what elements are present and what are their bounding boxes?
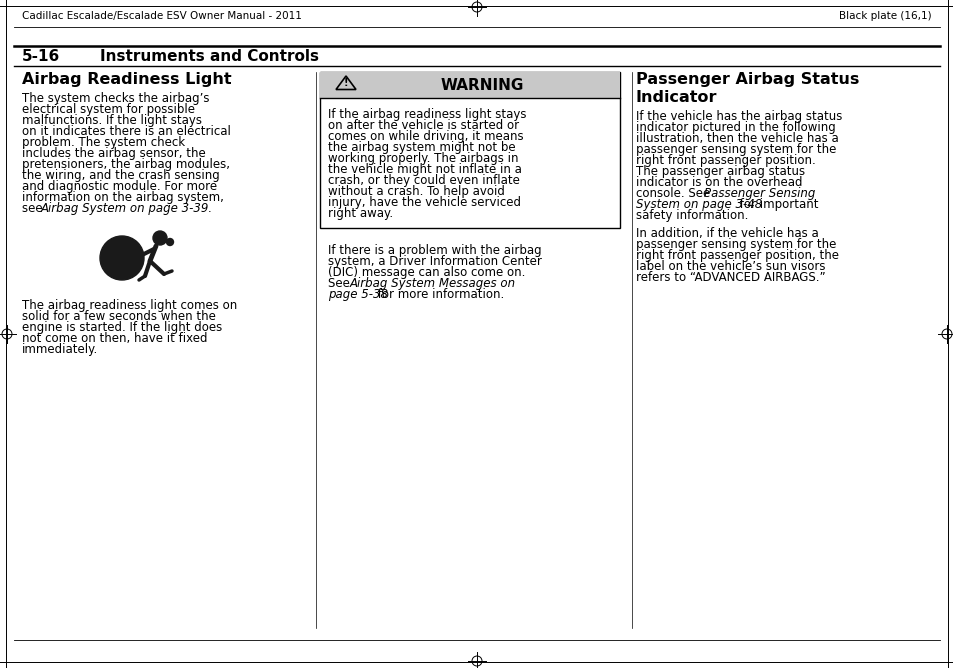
Bar (319, 72, 619, 98)
Text: If the airbag readiness light stays: If the airbag readiness light stays (328, 108, 526, 121)
Text: malfunctions. If the light stays: malfunctions. If the light stays (22, 114, 202, 127)
Text: working properly. The airbags in: working properly. The airbags in (328, 152, 518, 165)
Text: Airbag System on page 3-39.: Airbag System on page 3-39. (41, 202, 213, 215)
Text: System on page 3-48: System on page 3-48 (636, 198, 761, 211)
Text: immediately.: immediately. (22, 343, 98, 356)
Text: right front passenger position.: right front passenger position. (636, 154, 815, 167)
Text: The airbag readiness light comes on: The airbag readiness light comes on (22, 299, 237, 312)
Text: Passenger Sensing: Passenger Sensing (703, 187, 815, 200)
Text: the wiring, and the crash sensing: the wiring, and the crash sensing (22, 169, 219, 182)
Text: on it indicates there is an electrical: on it indicates there is an electrical (22, 125, 231, 138)
Circle shape (167, 238, 173, 246)
Text: comes on while driving, it means: comes on while driving, it means (328, 130, 523, 143)
Text: for important: for important (735, 198, 818, 211)
Bar (319, 72, 619, 228)
Text: engine is started. If the light does: engine is started. If the light does (22, 321, 222, 334)
Text: Passenger Airbag Status: Passenger Airbag Status (636, 72, 859, 87)
Text: crash, or they could even inflate: crash, or they could even inflate (328, 174, 519, 187)
Text: illustration, then the vehicle has a: illustration, then the vehicle has a (636, 132, 838, 145)
Text: pretensioners, the airbag modules,: pretensioners, the airbag modules, (22, 158, 230, 171)
Text: WARNING: WARNING (440, 77, 523, 92)
Text: 5-16: 5-16 (22, 49, 60, 64)
Text: Instruments and Controls: Instruments and Controls (100, 49, 318, 64)
Text: refers to “ADVANCED AIRBAGS.”: refers to “ADVANCED AIRBAGS.” (636, 271, 824, 284)
Text: solid for a few seconds when the: solid for a few seconds when the (22, 310, 215, 323)
Text: and diagnostic module. For more: and diagnostic module. For more (22, 180, 217, 193)
Text: In addition, if the vehicle has a: In addition, if the vehicle has a (636, 226, 818, 240)
Text: the vehicle might not inflate in a: the vehicle might not inflate in a (328, 163, 521, 176)
Text: right front passenger position, the: right front passenger position, the (636, 248, 838, 262)
Text: Black plate (16,1): Black plate (16,1) (839, 11, 931, 21)
Text: information on the airbag system,: information on the airbag system, (22, 191, 224, 204)
Text: not come on then, have it fixed: not come on then, have it fixed (22, 332, 208, 345)
Text: !: ! (343, 77, 348, 88)
Text: without a crash. To help avoid: without a crash. To help avoid (328, 185, 504, 198)
Text: Indicator: Indicator (636, 90, 717, 105)
Text: safety information.: safety information. (636, 209, 747, 222)
Text: See: See (328, 277, 354, 290)
Text: indicator pictured in the following: indicator pictured in the following (636, 121, 835, 134)
Text: the airbag system might not be: the airbag system might not be (328, 141, 515, 154)
Text: If there is a problem with the airbag: If there is a problem with the airbag (328, 244, 541, 257)
Circle shape (152, 231, 167, 245)
Text: The passenger airbag status: The passenger airbag status (636, 165, 804, 178)
Text: Airbag Readiness Light: Airbag Readiness Light (22, 72, 232, 87)
Text: page 5-38: page 5-38 (328, 288, 388, 301)
Text: The system checks the airbag’s: The system checks the airbag’s (22, 92, 210, 105)
Text: problem. The system check: problem. The system check (22, 136, 185, 149)
Text: system, a Driver Information Center: system, a Driver Information Center (328, 255, 541, 268)
Text: console. See: console. See (636, 187, 713, 200)
Text: (DIC) message can also come on.: (DIC) message can also come on. (328, 266, 525, 279)
Text: indicator is on the overhead: indicator is on the overhead (636, 176, 801, 189)
Text: passenger sensing system for the: passenger sensing system for the (636, 143, 836, 156)
Text: injury, have the vehicle serviced: injury, have the vehicle serviced (328, 196, 520, 209)
Text: label on the vehicle’s sun visors: label on the vehicle’s sun visors (636, 260, 824, 273)
Text: see: see (22, 202, 47, 215)
Text: Cadillac Escalade/Escalade ESV Owner Manual - 2011: Cadillac Escalade/Escalade ESV Owner Man… (22, 11, 301, 21)
Text: If the vehicle has the airbag status: If the vehicle has the airbag status (636, 110, 841, 123)
Circle shape (100, 236, 144, 280)
Text: includes the airbag sensor, the: includes the airbag sensor, the (22, 147, 206, 160)
Text: electrical system for possible: electrical system for possible (22, 103, 194, 116)
Text: for more information.: for more information. (374, 288, 504, 301)
Text: passenger sensing system for the: passenger sensing system for the (636, 238, 836, 250)
Text: Airbag System Messages on: Airbag System Messages on (350, 277, 516, 290)
Text: on after the vehicle is started or: on after the vehicle is started or (328, 119, 518, 132)
Text: right away.: right away. (328, 207, 393, 220)
